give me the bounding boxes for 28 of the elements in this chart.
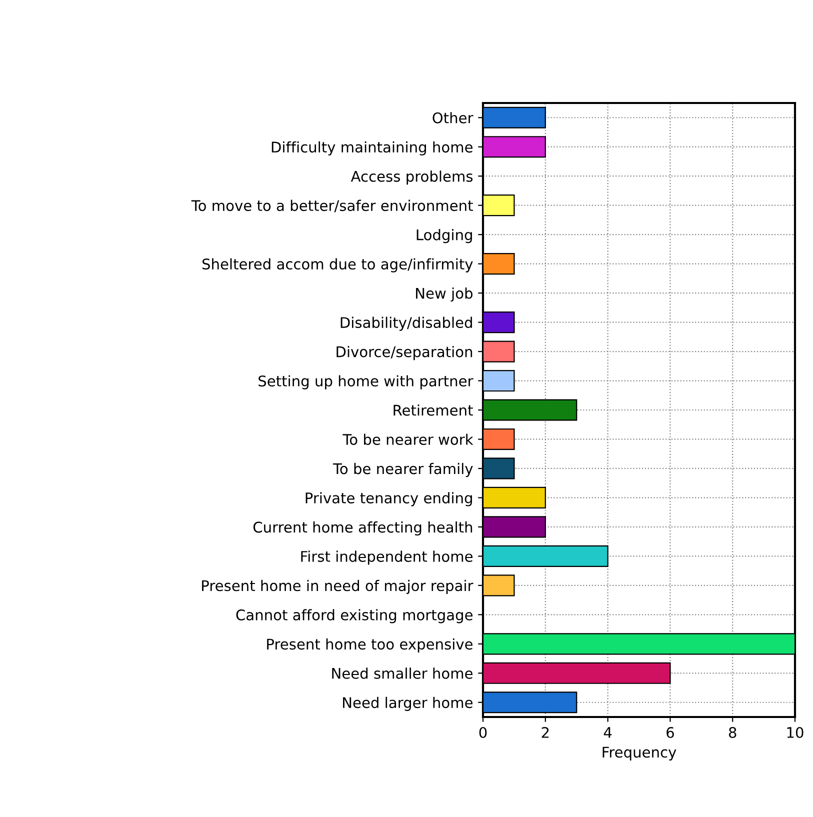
y-tick-label: Difficulty maintaining home <box>272 141 473 156</box>
y-tick-label: Present home too expensive <box>267 638 472 652</box>
y-tick-label: New job <box>416 288 472 302</box>
x-tick-label: 4 <box>604 727 612 738</box>
y-tick-label: Need larger home <box>343 696 472 711</box>
y-tick-label: Present home in need of major repair <box>202 580 474 594</box>
y-tick-label: Need smaller home <box>332 668 472 679</box>
y-tick-label: Cannot afford existing mortgage <box>236 609 472 624</box>
x-axis-title: Frequency <box>602 746 676 761</box>
y-tick-label: Disability/disabled <box>340 316 472 331</box>
x-tick-label: 6 <box>666 726 674 738</box>
x-tick-label: 2 <box>542 726 549 738</box>
y-tick-label: To move to a better/safer environment <box>191 200 473 212</box>
y-tick-label: Retirement <box>394 404 473 416</box>
y-tick-label: To be nearer family <box>332 462 473 478</box>
x-tick-label: 0 <box>479 726 487 738</box>
y-tick-label: First independent home <box>301 550 472 565</box>
y-tick-label: To be nearer work <box>342 434 474 445</box>
y-tick-label: Current home affecting health <box>253 521 472 536</box>
y-tick-label: Setting up home with partner <box>258 375 474 390</box>
y-tick-label: Sheltered accom due to age/infirmity <box>202 258 473 272</box>
y-tick-label: Access problems <box>350 170 473 185</box>
y-tick-label: Private tenancy ending <box>306 492 472 506</box>
x-tick-label: 10 <box>787 726 804 738</box>
y-tick-label: Other <box>432 112 474 124</box>
y-tick-label: Divorce/separation <box>336 346 472 360</box>
x-tick-label: 8 <box>728 726 736 738</box>
y-tick-label: Lodging <box>416 229 472 244</box>
